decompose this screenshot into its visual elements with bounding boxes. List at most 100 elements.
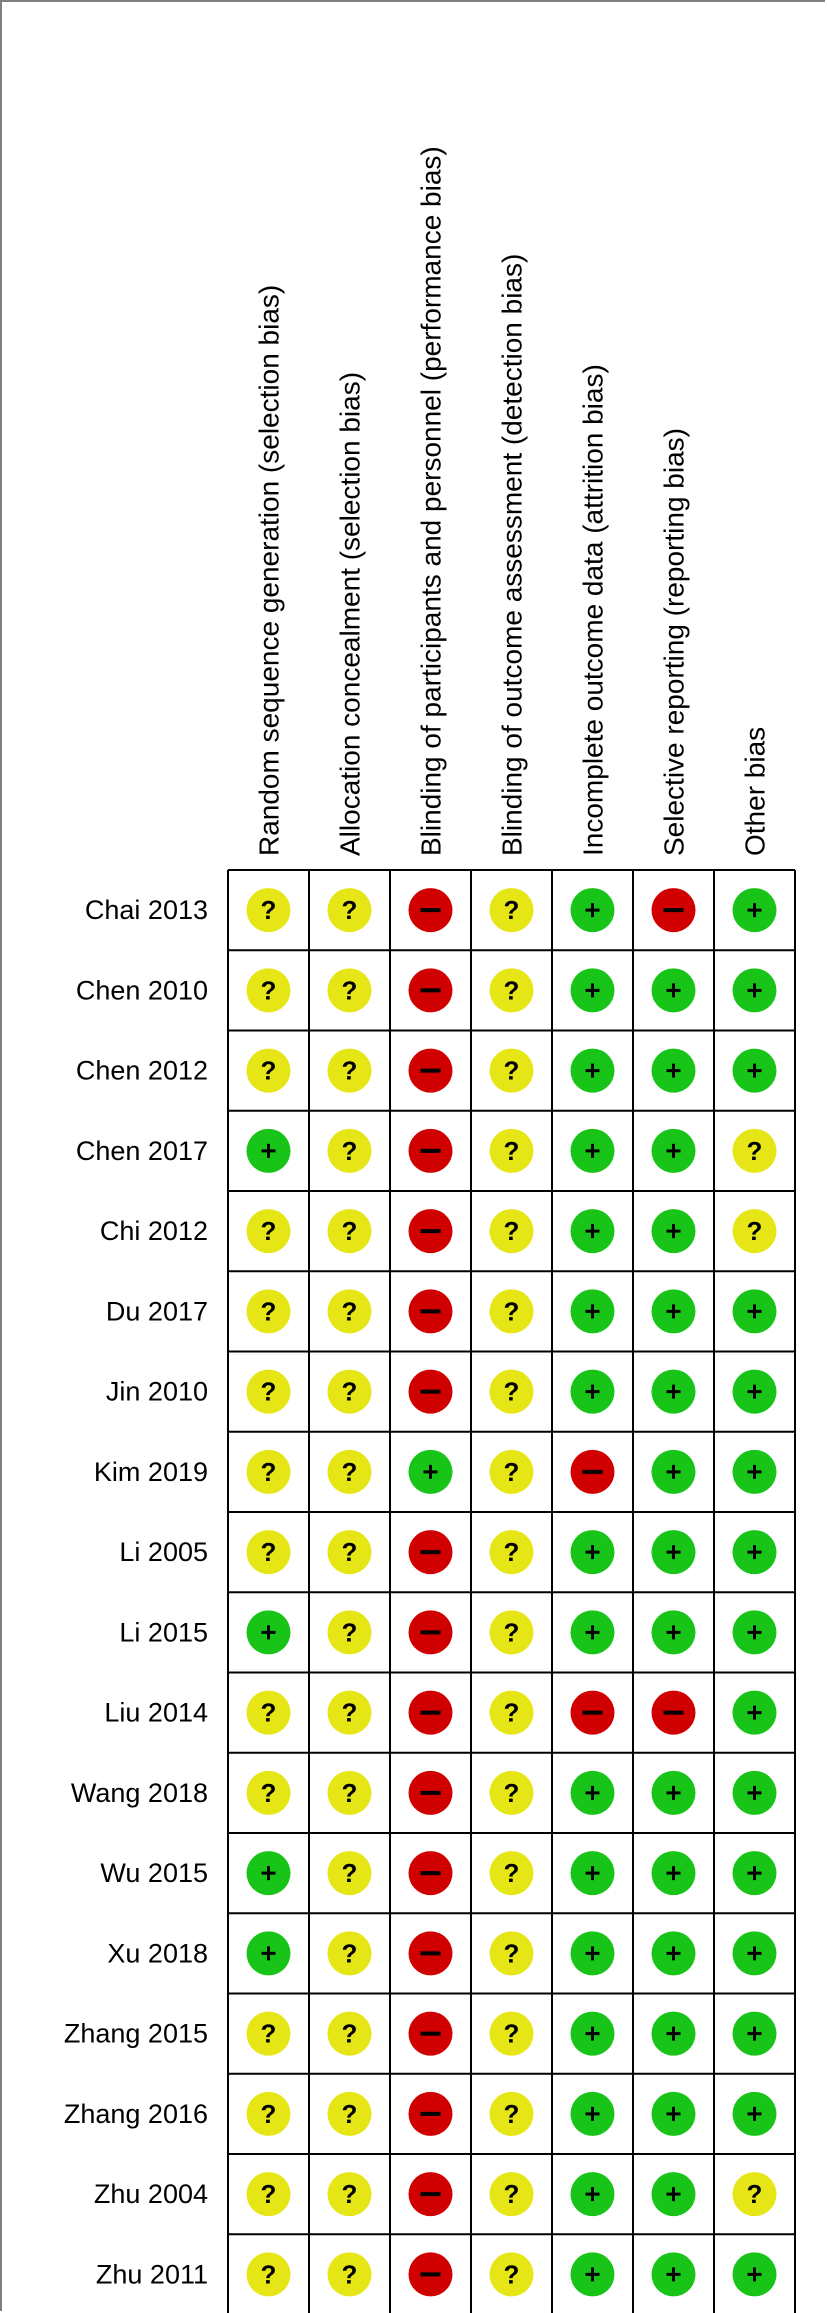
- minus-icon: [420, 2031, 441, 2036]
- rating-marker-low: [732, 1610, 777, 1655]
- question-icon: ?: [342, 1216, 358, 1246]
- question-icon: ?: [747, 2179, 763, 2209]
- question-icon: ?: [261, 2259, 277, 2289]
- question-icon: ?: [342, 1537, 358, 1567]
- rating-marker-unclear: ?: [327, 1851, 372, 1896]
- question-icon: ?: [261, 1537, 277, 1567]
- plus-icon: [672, 2187, 675, 2202]
- rating-circle: [327, 1369, 372, 1414]
- rating-marker-unclear: ?: [327, 2172, 372, 2217]
- rating-marker-unclear: ?: [489, 1369, 534, 1414]
- rating-marker-low: [651, 1449, 696, 1494]
- question-icon: ?: [747, 1136, 763, 1166]
- plus-icon: [753, 2106, 756, 2121]
- plus-icon: [753, 1785, 756, 1800]
- plus-icon: [591, 2026, 594, 2041]
- question-icon: ?: [504, 1617, 520, 1647]
- rating-circle: [489, 1530, 534, 1575]
- plus-icon: [672, 2106, 675, 2121]
- question-icon: ?: [261, 1457, 277, 1487]
- column-header: Random sequence generation (selection bi…: [254, 285, 285, 856]
- plus-icon: [672, 1464, 675, 1479]
- question-icon: ?: [261, 1778, 277, 1808]
- plus-icon: [672, 1785, 675, 1800]
- rating-marker-low: [570, 1770, 615, 1815]
- rating-marker-unclear: ?: [489, 1048, 534, 1093]
- question-icon: ?: [261, 975, 277, 1005]
- rating-marker-unclear: ?: [327, 1048, 372, 1093]
- plus-icon: [672, 1625, 675, 1640]
- rating-circle: [327, 1770, 372, 1815]
- plus-icon: [672, 1143, 675, 1158]
- plus-icon: [672, 983, 675, 998]
- rating-marker-low: [570, 1289, 615, 1334]
- rating-circle: [246, 968, 291, 1013]
- rating-circle: [246, 1209, 291, 1254]
- study-label: Wu 2015: [100, 1858, 208, 1888]
- plus-icon: [591, 1304, 594, 1319]
- rating-circle: [327, 1610, 372, 1655]
- rating-marker-unclear: ?: [489, 2011, 534, 2056]
- rating-marker-unclear: ?: [489, 968, 534, 1013]
- rating-marker-low: [732, 1369, 777, 1414]
- question-icon: ?: [342, 2259, 358, 2289]
- question-icon: ?: [342, 1296, 358, 1326]
- plus-icon: [672, 2267, 675, 2282]
- rating-circle: [489, 1289, 534, 1334]
- rating-marker-unclear: ?: [489, 1690, 534, 1735]
- rating-circle: [489, 1209, 534, 1254]
- rating-marker-low: [570, 1048, 615, 1093]
- study-label: Li 2005: [119, 1537, 208, 1567]
- rating-circle: [246, 1690, 291, 1735]
- rating-marker-high: [408, 1770, 453, 1815]
- plus-icon: [672, 1224, 675, 1239]
- rating-marker-low: [732, 1048, 777, 1093]
- rating-marker-low: [732, 2091, 777, 2136]
- study-label: Kim 2019: [94, 1457, 208, 1487]
- minus-icon: [420, 1790, 441, 1795]
- rating-marker-high: [408, 2091, 453, 2136]
- rating-marker-unclear: ?: [327, 1128, 372, 1173]
- rating-marker-low: [651, 2172, 696, 2217]
- rating-circle: [327, 1209, 372, 1254]
- rating-circle: [489, 2172, 534, 2217]
- plus-icon: [753, 1946, 756, 1961]
- rating-marker-unclear: ?: [246, 1770, 291, 1815]
- study-label: Chen 2010: [76, 975, 208, 1005]
- rating-marker-low: [732, 888, 777, 933]
- study-label: Chen 2017: [76, 1136, 208, 1166]
- study-label: Chi 2012: [100, 1216, 208, 1246]
- column-header: Incomplete outcome data (attrition bias): [578, 364, 609, 856]
- plus-icon: [672, 2026, 675, 2041]
- rating-circle: [489, 1770, 534, 1815]
- minus-icon: [420, 1068, 441, 1073]
- rating-marker-high: [651, 1690, 696, 1735]
- rating-marker-unclear: ?: [489, 888, 534, 933]
- rating-circle: [327, 1530, 372, 1575]
- question-icon: ?: [342, 1778, 358, 1808]
- rating-circle: [489, 2011, 534, 2056]
- plus-icon: [753, 1705, 756, 1720]
- question-icon: ?: [261, 1056, 277, 1086]
- rating-marker-unclear: ?: [327, 1770, 372, 1815]
- rating-marker-high: [408, 2252, 453, 2297]
- question-icon: ?: [261, 1296, 277, 1326]
- plus-icon: [672, 1304, 675, 1319]
- plus-icon: [267, 1946, 270, 1961]
- rating-circle: [489, 1449, 534, 1494]
- rating-marker-high: [408, 1690, 453, 1735]
- minus-icon: [420, 1229, 441, 1234]
- minus-icon: [420, 988, 441, 993]
- study-label: Li 2015: [119, 1617, 208, 1647]
- rating-marker-high: [408, 1289, 453, 1334]
- question-icon: ?: [504, 1216, 520, 1246]
- minus-icon: [420, 1550, 441, 1555]
- rating-marker-unclear: ?: [246, 1690, 291, 1735]
- plus-icon: [753, 1384, 756, 1399]
- study-label: Zhang 2016: [64, 2099, 208, 2129]
- rating-marker-low: [570, 1209, 615, 1254]
- rating-marker-high: [408, 888, 453, 933]
- rating-marker-low: [570, 2172, 615, 2217]
- rating-marker-unclear: ?: [327, 2252, 372, 2297]
- rating-marker-unclear: ?: [327, 2011, 372, 2056]
